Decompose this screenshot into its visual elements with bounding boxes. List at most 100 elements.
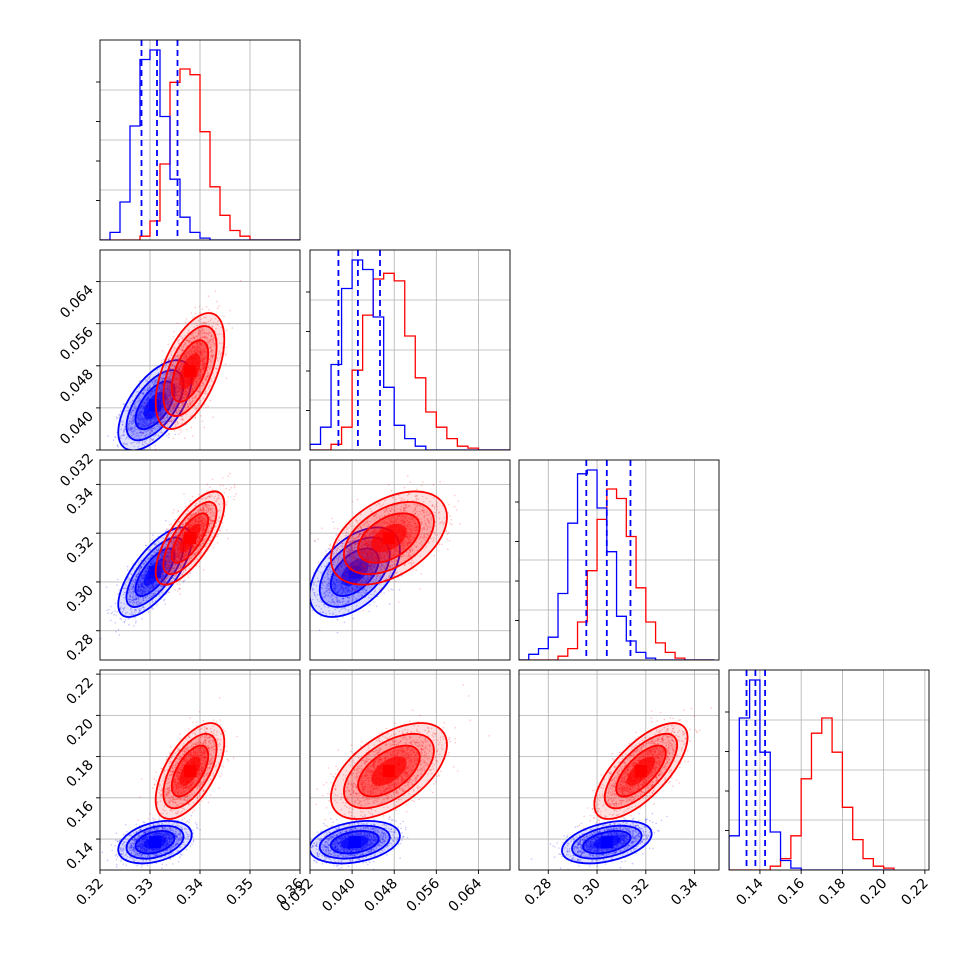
scatter-point <box>168 358 170 360</box>
scatter-point <box>154 427 156 430</box>
scatter-point <box>145 433 148 436</box>
scatter-point <box>138 416 140 418</box>
scatter-point <box>175 373 177 375</box>
scatter-point <box>152 421 155 424</box>
scatter-point <box>123 430 125 433</box>
scatter-point <box>228 322 230 325</box>
scatter-point <box>135 407 137 410</box>
scatter-point <box>170 372 172 374</box>
scatter-point <box>144 436 146 438</box>
scatter-point <box>134 427 136 429</box>
scatter-point <box>154 419 156 422</box>
histogram-panel-1 <box>306 249 511 451</box>
scatter-point <box>197 375 200 377</box>
scatter-point <box>114 610 116 612</box>
scatter-point <box>150 392 153 395</box>
scatter-point <box>136 428 138 431</box>
scatter-point <box>154 380 156 383</box>
scatter-point <box>134 424 136 427</box>
scatter-point <box>166 402 168 405</box>
scatter-point <box>146 389 149 392</box>
scatter-point <box>145 380 147 383</box>
scatter-point <box>202 344 205 347</box>
scatter-point <box>110 619 112 622</box>
scatter-point <box>134 425 136 428</box>
scatter-point <box>180 388 183 390</box>
scatter-point <box>149 422 152 425</box>
scatter-point <box>142 406 145 409</box>
scatter-point <box>160 411 163 414</box>
scatter-point <box>149 423 151 425</box>
scatter-point <box>173 378 175 380</box>
scatter-point <box>139 440 141 443</box>
scatter-point <box>144 402 146 405</box>
scatter-point <box>209 385 211 387</box>
scatter-point <box>166 387 168 390</box>
scatter-point <box>140 410 143 413</box>
scatter-point <box>161 382 164 385</box>
scatter-point <box>133 445 136 448</box>
scatter-point <box>190 426 192 429</box>
scatter-point <box>167 397 169 400</box>
scatter-point <box>139 418 141 421</box>
scatter-point <box>190 312 193 314</box>
scatter-point <box>166 392 169 394</box>
scatter-point <box>123 434 126 437</box>
scatter-point <box>159 415 161 417</box>
scatter-point <box>149 428 152 430</box>
scatter-point <box>174 374 177 377</box>
scatter-point <box>161 379 163 382</box>
scatter-point <box>114 622 117 624</box>
scatter-point <box>166 389 169 392</box>
scatter-point <box>177 374 180 377</box>
scatter-point <box>167 389 170 392</box>
scatter-point <box>225 329 228 332</box>
scatter-point <box>202 367 204 370</box>
scatter-point <box>158 387 161 390</box>
scatter-point <box>135 432 138 434</box>
scatter-point <box>130 410 132 413</box>
scatter-point <box>139 412 141 414</box>
scatter-point <box>225 346 228 349</box>
scatter-point <box>153 384 155 386</box>
scatter-point <box>128 624 130 626</box>
scatter-point <box>135 405 137 408</box>
scatter-point <box>184 358 187 361</box>
scatter-point <box>145 430 148 433</box>
scatter-point <box>147 423 150 425</box>
scatter-point <box>178 407 180 409</box>
scatter-point <box>138 395 141 397</box>
scatter-point <box>150 373 152 376</box>
scatter-point <box>131 430 133 433</box>
scatter-point <box>148 377 150 380</box>
scatter-point <box>169 390 171 393</box>
scatter-point <box>197 390 199 393</box>
scatter-point <box>152 423 154 425</box>
scatter-point <box>186 351 189 354</box>
scatter-point <box>138 416 140 419</box>
scatter-point <box>207 374 209 377</box>
scatter-point <box>140 405 143 407</box>
scatter-point <box>150 430 153 432</box>
scatter-point <box>147 395 150 398</box>
scatter-point <box>128 455 130 457</box>
scatter-point <box>131 422 133 424</box>
scatter-point <box>166 377 168 379</box>
scatter-point <box>141 618 143 620</box>
scatter-point <box>161 378 163 380</box>
scatter-point <box>151 395 153 397</box>
scatter-point <box>168 400 171 403</box>
scatter-point <box>147 429 150 432</box>
scatter-point <box>115 630 117 633</box>
scatter-point <box>144 426 146 429</box>
scatter-point <box>189 572 191 574</box>
scatter-point <box>143 393 145 396</box>
scatter-point <box>167 389 169 392</box>
scatter-point <box>126 436 129 438</box>
scatter-point <box>161 412 164 414</box>
scatter-point <box>239 280 242 282</box>
scatter-point <box>178 368 181 370</box>
scatter-point <box>155 426 158 428</box>
scatter-point <box>175 393 177 396</box>
scatter-point <box>153 382 156 384</box>
